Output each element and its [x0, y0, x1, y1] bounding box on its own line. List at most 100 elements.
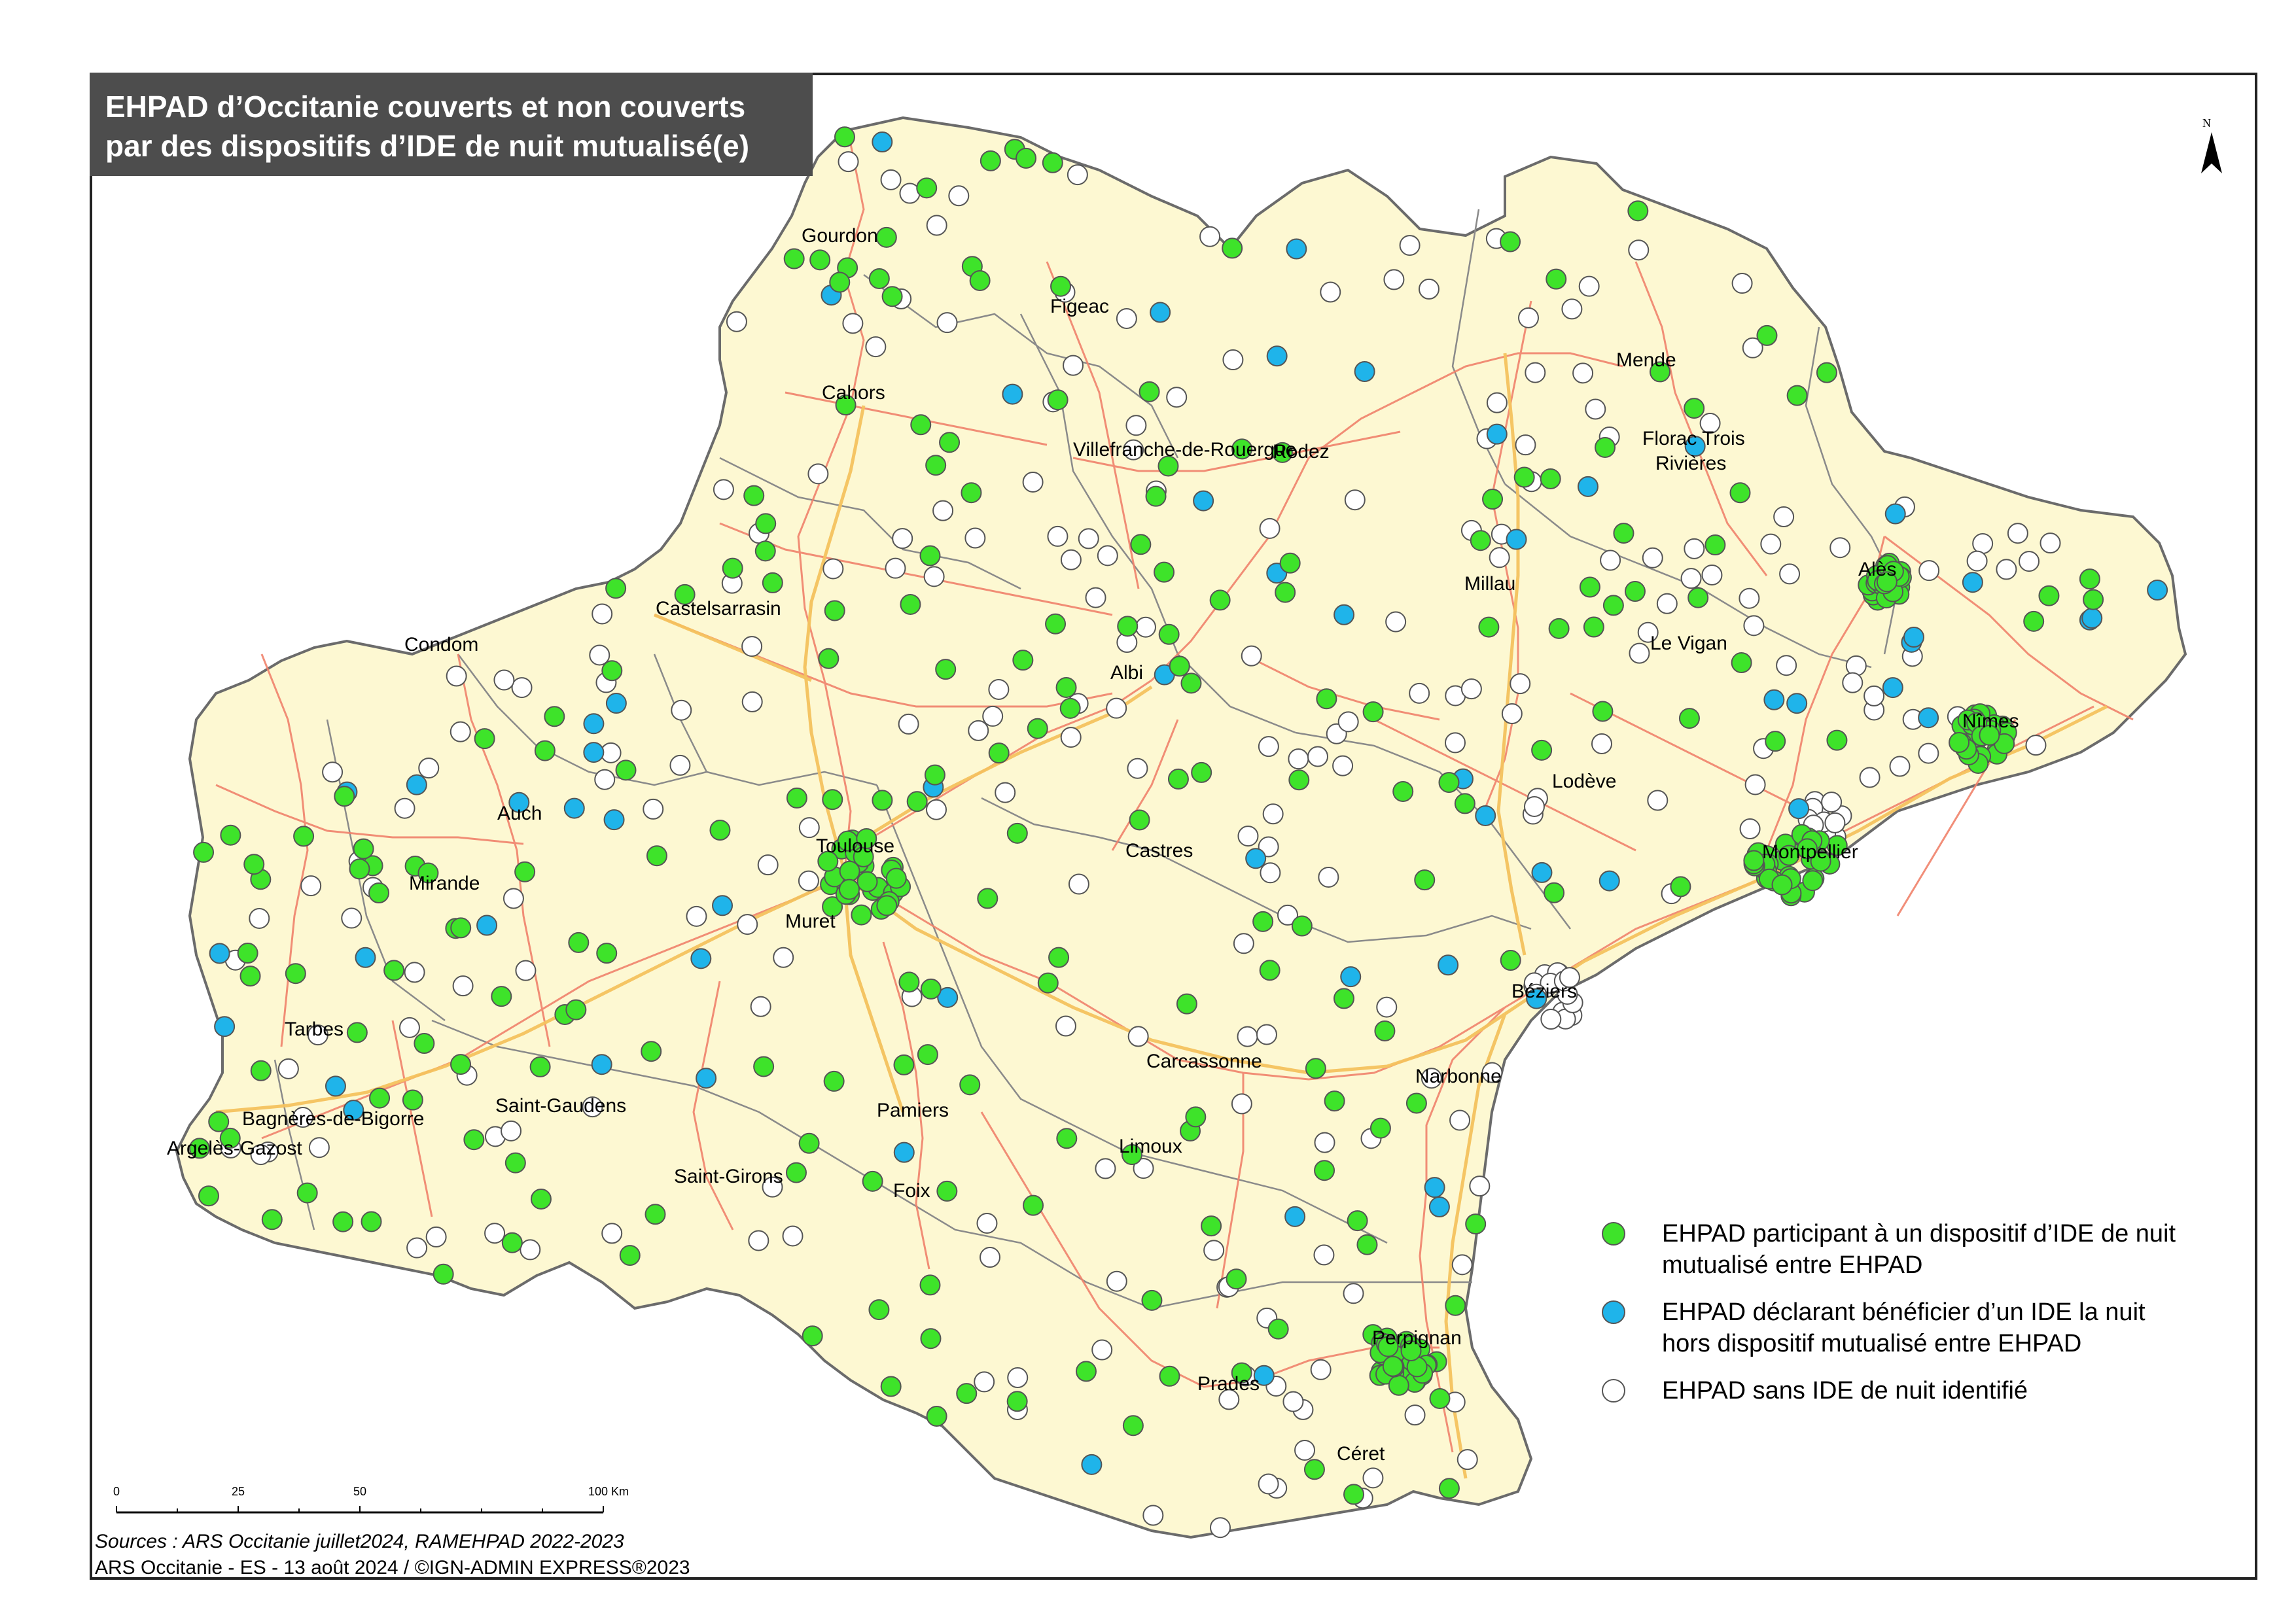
ehpad-point	[1333, 604, 1355, 625]
ehpad-point	[1585, 398, 1606, 420]
ehpad-point	[1303, 1459, 1325, 1480]
ehpad-point	[1602, 595, 1624, 616]
ehpad-point	[1545, 268, 1567, 290]
ehpad-point	[417, 862, 439, 884]
ehpad-point	[493, 669, 515, 691]
ehpad-point	[1256, 1024, 1277, 1045]
ehpad-point	[1333, 988, 1354, 1009]
ehpad-point	[361, 1211, 382, 1232]
ehpad-point	[383, 960, 405, 981]
ehpad-point	[615, 759, 637, 781]
ehpad-point	[2038, 585, 2060, 606]
ehpad-point	[1383, 269, 1405, 290]
ehpad-point	[1260, 862, 1281, 884]
city-label: Albi	[1110, 662, 1143, 684]
ehpad-point	[1150, 302, 1171, 323]
ehpad-point	[807, 463, 829, 485]
ehpad-point	[1231, 1362, 1252, 1384]
ehpad-point	[1451, 1254, 1473, 1276]
ehpad-point	[1409, 682, 1430, 704]
ehpad-point	[885, 867, 907, 889]
ehpad-point	[1561, 298, 1583, 320]
ehpad-point	[605, 693, 627, 714]
ehpad-point	[1624, 581, 1646, 602]
ehpad-point	[924, 764, 945, 786]
city-label: Montpellier	[1762, 841, 1858, 863]
ehpad-point	[1133, 1158, 1154, 1179]
ehpad-point	[1167, 768, 1189, 790]
ehpad-point	[349, 858, 370, 880]
ehpad-point	[880, 169, 902, 190]
ehpad-point	[1055, 676, 1077, 698]
ehpad-point	[1245, 848, 1267, 869]
ehpad-point	[1241, 645, 1262, 667]
ehpad-point	[838, 879, 860, 900]
legend-label: EHPAD participant à un dispositif d’IDE …	[1662, 1220, 2176, 1247]
ehpad-point	[1743, 850, 1765, 871]
ehpad-point	[1649, 361, 1670, 383]
ehpad-point	[1388, 1374, 1409, 1396]
ehpad-point	[1526, 988, 1547, 1009]
ehpad-point	[1135, 616, 1156, 638]
ehpad-point	[1288, 769, 1310, 791]
ehpad-point	[619, 1245, 641, 1266]
scale-bar-graphic	[116, 1506, 604, 1514]
ehpad-point	[1810, 850, 1831, 872]
ehpad-point	[368, 882, 390, 904]
ehpad-point	[1078, 528, 1099, 549]
ehpad-point	[1486, 423, 1508, 445]
ehpad-point	[592, 603, 613, 625]
ehpad-point	[1598, 870, 1620, 892]
ehpad-point	[1438, 954, 1459, 976]
ehpad-point	[1778, 845, 1800, 866]
ehpad-point	[1169, 655, 1190, 677]
ehpad-point	[1918, 742, 1939, 764]
ehpad-point	[1788, 798, 1810, 820]
occitanie-region-shape	[175, 116, 2187, 1539]
ehpad-point	[1063, 355, 1084, 376]
ehpad-point	[1362, 1467, 1384, 1489]
ehpad-point	[589, 644, 610, 666]
ehpad-point	[980, 150, 1001, 171]
ehpad-point	[1842, 672, 1863, 693]
ehpad-point	[1500, 231, 1521, 253]
ehpad-point	[822, 896, 843, 918]
ehpad-point	[798, 870, 819, 892]
ehpad-point	[1166, 387, 1188, 408]
ehpad-point	[1116, 307, 1137, 329]
ehpad-point	[948, 185, 970, 207]
ehpad-point	[835, 394, 857, 416]
ehpad-point	[529, 1056, 551, 1077]
ehpad-point	[712, 895, 733, 916]
ehpad-point	[188, 1138, 210, 1159]
city-label: Alès	[1858, 559, 1896, 580]
ehpad-point	[862, 1170, 883, 1192]
ehpad-point	[1294, 1439, 1316, 1461]
ehpad-point	[741, 636, 763, 657]
ehpad-point	[1756, 324, 1778, 346]
ehpad-point	[1231, 1093, 1252, 1115]
ehpad-point	[823, 1070, 845, 1092]
ehpad-point	[1739, 818, 1761, 840]
ehpad-point	[936, 1180, 958, 1202]
ehpad-point	[669, 754, 691, 776]
ehpad-point	[1771, 874, 1793, 896]
ehpad-point	[1765, 731, 1786, 752]
ehpad-point	[1191, 761, 1212, 783]
ehpad-point	[1067, 164, 1088, 186]
ehpad-point	[1548, 618, 1570, 639]
ehpad-point	[1320, 281, 1341, 303]
ehpad-point	[1050, 275, 1072, 297]
ehpad-point	[1258, 736, 1279, 758]
ehpad-point	[355, 947, 376, 968]
ehpad-point	[926, 215, 947, 236]
ehpad-point	[446, 665, 467, 687]
scale-tick-label: 50	[353, 1485, 367, 1498]
ehpad-point	[2083, 589, 2104, 610]
ehpad-point	[785, 1162, 807, 1183]
ehpad-point	[1310, 1359, 1332, 1380]
ehpad-point	[1470, 530, 1491, 551]
ehpad-point	[1127, 758, 1148, 779]
ehpad-point	[1684, 398, 1705, 419]
ehpad-point	[1006, 822, 1028, 844]
